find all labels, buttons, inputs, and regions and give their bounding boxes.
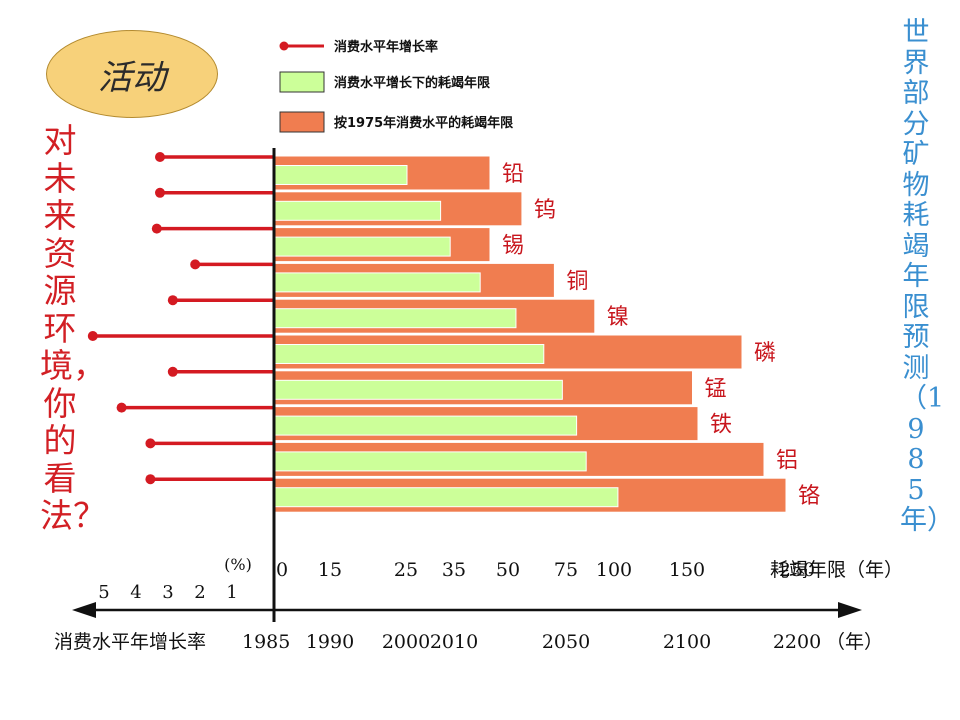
x-axis-label: 耗竭年限（年） — [770, 559, 903, 581]
legend-orange-swatch — [279, 111, 325, 133]
bar-green-4 — [274, 308, 517, 329]
mineral-label-3: 铜 — [566, 269, 588, 294]
mineral-label-6: 锰 — [705, 377, 727, 402]
bar-green-1 — [274, 200, 442, 221]
right-arrowhead — [838, 602, 862, 618]
x-tick-5: 75 — [554, 559, 578, 581]
year-tick-6: 2200 — [773, 631, 821, 653]
x-tick-1: 15 — [318, 559, 342, 581]
x-tick-3: 35 — [442, 559, 466, 581]
legend-line-dot — [279, 41, 289, 51]
growth-axis-label: (%) — [224, 555, 252, 574]
growth-dot-4 — [167, 295, 178, 306]
legend-label-orange: 按1975年消费水平的耗竭年限 — [334, 115, 514, 131]
x-tick-0: 0 — [276, 559, 288, 581]
mineral-label-1: 钨 — [534, 198, 556, 223]
legend-label-green: 消费水平增长下的耗竭年限 — [334, 75, 491, 91]
x-tick-6: 100 — [596, 559, 632, 581]
growth-tick-4: 1 — [226, 582, 237, 603]
mineral-label-5: 磷 — [754, 341, 776, 366]
mineral-label-4: 镍 — [607, 305, 629, 330]
bar-green-0 — [274, 165, 408, 185]
x-tick-8: 250 — [779, 559, 815, 581]
bar-green-3 — [274, 272, 481, 293]
activity-badge: 活动 — [46, 30, 218, 118]
growth-tick-2: 3 — [162, 582, 173, 603]
activity-badge-label: 活动 — [98, 57, 166, 98]
year-tick-0: 1985 — [242, 631, 290, 653]
growth-dot-3 — [190, 259, 201, 270]
legend-green-swatch — [279, 71, 325, 93]
x-tick-7: 150 — [669, 559, 705, 581]
bar-green-6 — [274, 379, 563, 400]
growth-tick-0: 5 — [98, 582, 109, 603]
year-tick-4: 2050 — [542, 631, 590, 653]
x-tick-2: 25 — [394, 559, 418, 581]
x-tick-4: 50 — [496, 559, 520, 581]
bar-green-2 — [274, 236, 451, 257]
bar-green-5 — [274, 344, 545, 364]
year-unit-label: （年） — [826, 631, 883, 653]
legend-label-growth: 消费水平年增长率 — [334, 39, 438, 55]
mineral-label-0: 铅 — [502, 162, 524, 187]
growth-dot-2 — [151, 223, 162, 234]
year-axis-label: 消费水平年增长率 — [54, 631, 206, 653]
mineral-label-7: 铁 — [710, 413, 732, 438]
growth-tick-1: 4 — [130, 582, 141, 603]
mineral-label-8: 铝 — [776, 448, 798, 473]
year-tick-1: 1990 — [306, 631, 354, 653]
mineral-label-9: 铬 — [798, 484, 820, 509]
question-text: 对未来资源环境，你的看法？ — [40, 121, 106, 535]
year-tick-2: 2000 — [382, 631, 430, 653]
year-tick-3: 2010 — [430, 631, 478, 653]
year-tick-5: 2100 — [663, 631, 711, 653]
growth-dot-5 — [87, 331, 98, 341]
growth-dot-0 — [155, 152, 165, 162]
bar-green-9 — [274, 487, 619, 508]
bar-green-7 — [274, 415, 578, 436]
growth-dot-9 — [145, 474, 156, 485]
growth-dot-6 — [167, 366, 178, 377]
mineral-label-2: 锡 — [502, 234, 524, 259]
left-arrowhead — [72, 602, 96, 618]
growth-tick-3: 2 — [194, 582, 205, 603]
bar-green-8 — [274, 451, 587, 472]
growth-dot-7 — [116, 402, 127, 413]
chart-title: 世界部分矿物耗竭年限预测（1985年） — [900, 17, 954, 536]
growth-dot-1 — [155, 187, 165, 198]
growth-dot-8 — [145, 438, 156, 449]
